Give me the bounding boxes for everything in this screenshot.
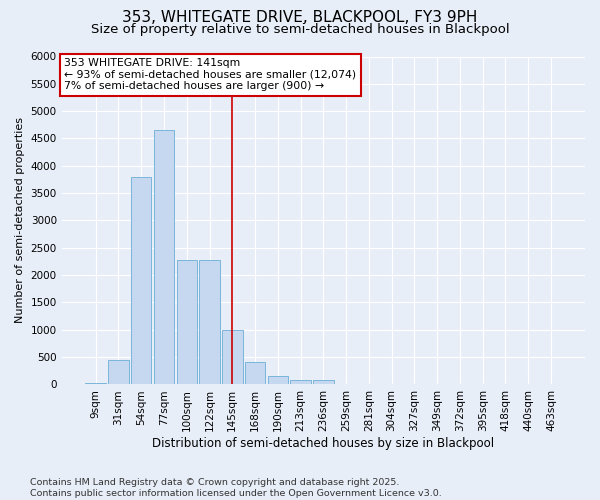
Bar xyxy=(290,380,311,384)
Bar xyxy=(313,380,334,384)
Bar xyxy=(85,383,106,384)
Bar xyxy=(199,260,220,384)
Bar xyxy=(176,260,197,384)
X-axis label: Distribution of semi-detached houses by size in Blackpool: Distribution of semi-detached houses by … xyxy=(152,437,494,450)
Text: Size of property relative to semi-detached houses in Blackpool: Size of property relative to semi-detach… xyxy=(91,22,509,36)
Bar xyxy=(222,330,242,384)
Text: 353 WHITEGATE DRIVE: 141sqm
← 93% of semi-detached houses are smaller (12,074)
7: 353 WHITEGATE DRIVE: 141sqm ← 93% of sem… xyxy=(64,58,356,92)
Bar xyxy=(108,360,129,384)
Bar xyxy=(245,362,265,384)
Bar xyxy=(131,177,151,384)
Bar xyxy=(268,376,288,384)
Text: 353, WHITEGATE DRIVE, BLACKPOOL, FY3 9PH: 353, WHITEGATE DRIVE, BLACKPOOL, FY3 9PH xyxy=(122,10,478,25)
Y-axis label: Number of semi-detached properties: Number of semi-detached properties xyxy=(15,118,25,324)
Bar xyxy=(154,130,174,384)
Text: Contains HM Land Registry data © Crown copyright and database right 2025.
Contai: Contains HM Land Registry data © Crown c… xyxy=(30,478,442,498)
